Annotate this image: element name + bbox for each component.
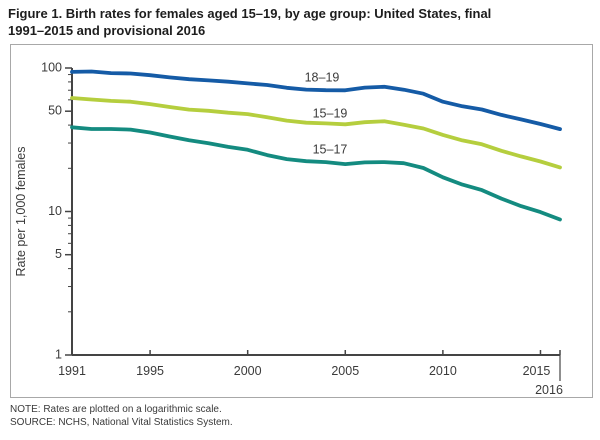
y-tick-label: 10 (48, 204, 62, 218)
source-text: SOURCE: NCHS, National Vital Statistics … (10, 417, 233, 428)
y-tick-label: 50 (48, 103, 62, 117)
x-tick-label: 1991 (58, 364, 86, 378)
y-tick-label: 1 (55, 347, 62, 361)
chart-frame: 100 50 10 5 1 1991 1995 2000 2005 2010 2015 2016 Rat… (10, 44, 593, 398)
series-label-15-17: 15–17 (313, 142, 348, 156)
birth-rates-line-chart: 100 50 10 5 1 1991 1995 2000 2005 2010 2015 2016 Rat… (14, 60, 563, 397)
series-label-18-19: 18–19 (305, 70, 340, 84)
x-tick-label: 2015 (523, 364, 551, 378)
x-tick-label: 2000 (234, 364, 262, 378)
series-label-15-19: 15–19 (313, 106, 348, 120)
line-15-19 (70, 96, 562, 170)
figure-title-line1: Figure 1. Birth rates for females aged 1… (8, 6, 492, 21)
chart-footnotes: NOTE: Rates are plotted on a logarithmic… (10, 403, 233, 429)
note-text: NOTE: Rates are plotted on a logarithmic… (10, 404, 222, 415)
y-axis-title: Rate per 1,000 females (14, 147, 28, 277)
provisional-year-label: 2016 (535, 383, 563, 397)
figure-title: Figure 1. Birth rates for females aged 1… (8, 5, 590, 39)
figure-title-line2: 1991–2015 and provisional 2016 (8, 23, 206, 38)
y-tick-label: 5 (55, 247, 62, 261)
x-tick-label: 2010 (429, 364, 457, 378)
y-tick-label: 100 (41, 60, 62, 74)
x-tick-label: 1995 (136, 364, 164, 378)
line-18-19 (70, 69, 562, 131)
line-15-17 (70, 125, 562, 222)
x-tick-label: 2005 (331, 364, 359, 378)
